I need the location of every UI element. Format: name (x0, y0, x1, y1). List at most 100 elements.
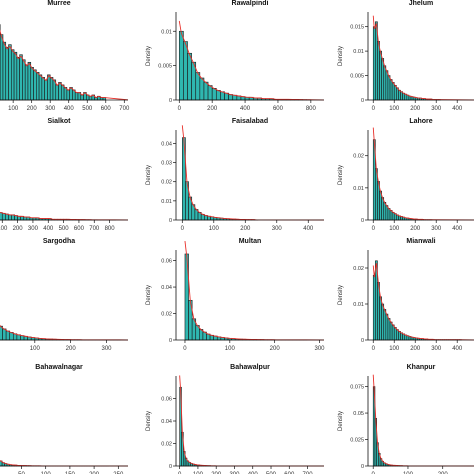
x-tick-label: 100 (209, 226, 220, 232)
x-tick-label: 200 (66, 346, 77, 352)
panel-title: Multan (238, 238, 262, 245)
y-tick-label: 0.01 (161, 199, 172, 205)
x-tick-label: 400 (248, 472, 259, 474)
x-tick-label: 100 (403, 472, 414, 474)
y-tick-label: 0.025 (350, 438, 364, 444)
y-tick-label: 0 (361, 338, 364, 344)
y-tick-label: 0 (169, 218, 172, 224)
y-axis-label: Density (146, 165, 152, 185)
x-tick-label: 200 (89, 472, 100, 474)
y-tick-label: 0.02 (353, 154, 364, 160)
x-tick-label: 500 (59, 226, 70, 232)
x-tick-label: 400 (452, 346, 463, 352)
x-tick-label: 100 (41, 472, 52, 474)
y-tick-label: 0.01 (353, 186, 364, 192)
x-tick-label: 200 (211, 472, 222, 474)
x-tick-label: 300 (431, 226, 442, 232)
x-tick-label: 0 (372, 472, 376, 474)
panel-title: Faisalabad (231, 118, 269, 125)
y-tick-label: 0.03 (161, 161, 172, 167)
y-tick-label: 0.02 (161, 180, 172, 186)
panel-title: Bahawalnagar (35, 364, 83, 371)
x-tick-label: 0 (372, 106, 376, 112)
panel-title: Jhelum (408, 0, 434, 7)
x-tick-label: 200 (240, 226, 251, 232)
panel-title: Sargodha (42, 238, 76, 245)
density-curve (181, 125, 325, 221)
x-tick-label: 200 (207, 106, 218, 112)
x-tick-label: 300 (431, 106, 442, 112)
x-tick-label: 200 (438, 472, 449, 474)
x-tick-label: 300 (101, 346, 112, 352)
y-tick-label: 0.05 (353, 411, 364, 417)
x-tick-label: 0 (181, 226, 185, 232)
x-tick-label: 200 (410, 226, 421, 232)
y-tick-label: 0 (169, 464, 172, 470)
panel-title: Bahawalpur (230, 364, 270, 371)
x-tick-label: 400 (240, 106, 251, 112)
y-axis-label: Density (146, 285, 152, 305)
x-tick-label: 700 (303, 472, 314, 474)
x-tick-label: 200 (13, 226, 24, 232)
x-tick-label: 100 (0, 226, 8, 232)
x-tick-label: 100 (8, 106, 19, 112)
x-tick-label: 0 (178, 472, 182, 474)
x-tick-label: 400 (303, 226, 314, 232)
x-tick-label: 200 (270, 346, 281, 352)
x-tick-label: 600 (101, 106, 112, 112)
y-axis-label: Density (146, 46, 152, 66)
density-curve (178, 20, 325, 101)
x-tick-label: 100 (30, 346, 41, 352)
x-tick-label: 300 (315, 346, 326, 352)
x-tick-label: 400 (43, 226, 54, 232)
y-tick-label: 0.01 (161, 29, 172, 35)
x-tick-label: 50 (18, 472, 25, 474)
x-tick-label: 300 (272, 226, 283, 232)
x-tick-label: 250 (113, 472, 124, 474)
x-tick-label: 600 (74, 226, 85, 232)
y-axis-label: Density (338, 411, 344, 431)
x-tick-label: 500 (82, 106, 93, 112)
x-tick-label: 800 (306, 106, 317, 112)
panel-title: Mianwali (406, 238, 436, 245)
y-tick-label: 0.02 (161, 442, 172, 448)
x-tick-label: 100 (389, 106, 400, 112)
x-tick-label: 100 (193, 472, 204, 474)
x-tick-label: 0 (183, 346, 187, 352)
panel-title: Murree (47, 0, 71, 7)
x-tick-label: 200 (410, 346, 421, 352)
x-tick-label: 100 (225, 346, 236, 352)
x-tick-label: 300 (229, 472, 240, 474)
x-tick-label: 400 (452, 106, 463, 112)
density-curve (372, 127, 474, 221)
y-tick-label: 0.075 (350, 385, 364, 391)
x-tick-label: 100 (389, 226, 400, 232)
y-tick-label: 0.06 (161, 397, 172, 403)
y-tick-label: 0.015 (350, 25, 364, 31)
x-tick-label: 150 (65, 472, 76, 474)
x-tick-label: 600 (284, 472, 295, 474)
x-tick-label: 700 (89, 226, 100, 232)
y-tick-label: 0.01 (353, 302, 364, 308)
y-axis-label: Density (338, 165, 344, 185)
y-tick-label: 0.01 (353, 49, 364, 55)
y-tick-label: 0.06 (161, 259, 172, 265)
x-tick-label: 0 (178, 106, 182, 112)
panel-title: Sialkot (47, 118, 71, 125)
y-axis-label: Density (338, 46, 344, 66)
x-tick-label: 600 (273, 106, 284, 112)
y-tick-label: 0.04 (161, 141, 172, 147)
x-tick-label: 0 (372, 346, 376, 352)
x-tick-label: 300 (28, 226, 39, 232)
